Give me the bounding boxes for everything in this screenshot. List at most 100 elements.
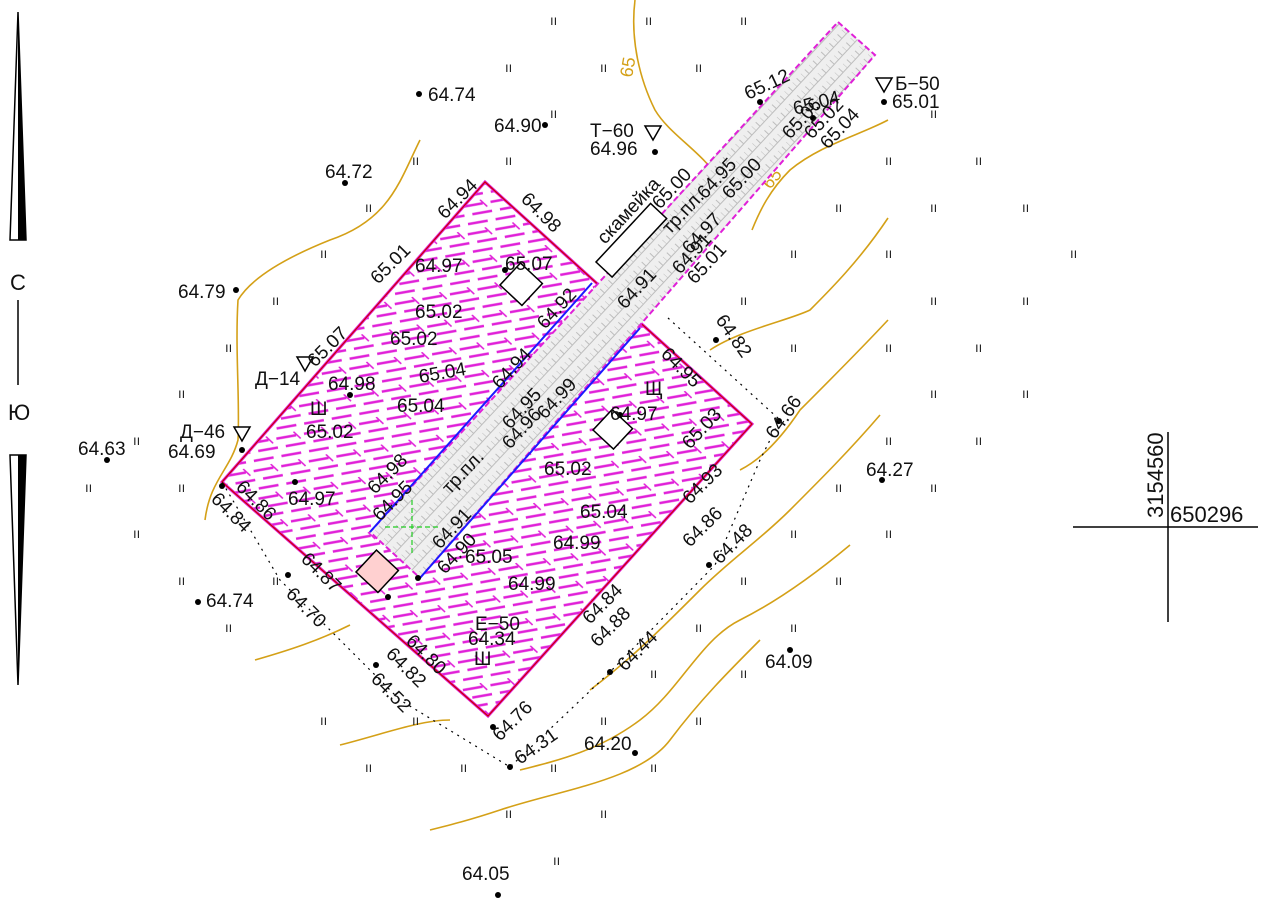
svg-text:ıı: ıı [178, 387, 185, 402]
svg-text:ıı: ıı [790, 247, 797, 262]
svg-text:ıı: ıı [505, 807, 512, 822]
contour-lines [204, 0, 889, 831]
svg-text:ıı: ıı [1022, 294, 1029, 309]
svg-text:ıı: ıı [650, 667, 657, 682]
svg-text:ıı: ıı [930, 481, 937, 496]
marker-label: Д−46 [180, 422, 225, 443]
svg-text:ıı: ıı [1070, 247, 1077, 262]
elev-label: 64.69 [168, 442, 216, 463]
marker-label: Е−50 [475, 614, 520, 635]
svg-text:ıı: ıı [930, 387, 937, 402]
svg-text:ıı: ıı [1022, 201, 1029, 216]
elev-label: 64.20 [584, 734, 632, 755]
svg-text:ıı: ıı [553, 854, 560, 869]
svg-text:ıı: ıı [740, 14, 747, 29]
svg-text:ıı: ıı [930, 107, 937, 122]
compass-south-label: Ю [8, 400, 30, 425]
elev-label: 64.97 [415, 256, 463, 277]
svg-text:ıı: ıı [133, 527, 140, 542]
marker-label: Т−60 [590, 121, 634, 142]
elev-label: 64.70 [281, 584, 329, 632]
svg-text:ıı: ıı [975, 341, 982, 356]
marker-label: Б−50 [895, 74, 940, 95]
elev-label: 65.02 [544, 459, 592, 480]
svg-text:ıı: ıı [272, 294, 279, 309]
svg-text:ıı: ıı [550, 14, 557, 29]
elev-label: 65.04 [580, 502, 628, 523]
svg-text:ıı: ıı [930, 294, 937, 309]
elev-label: 64.99 [508, 574, 556, 595]
svg-text:ıı: ıı [695, 61, 702, 76]
marker-label: Щ [645, 379, 663, 400]
svg-text:ıı: ıı [320, 714, 327, 729]
svg-text:ıı: ıı [505, 61, 512, 76]
elev-label: 65.02 [390, 329, 438, 350]
svg-text:ıı: ıı [885, 154, 892, 169]
grass-symbols: ıı ıı ıı ıı ıı ıı ıı ıı ıı ıı ıı ıı ıı ıı ıı ıı ıı ı… [85, 14, 1077, 869]
svg-text:ıı: ıı [600, 714, 607, 729]
elev-label: 65.02 [306, 422, 354, 443]
svg-text:ıı: ıı [740, 574, 747, 589]
elev-label: 65.02 [415, 302, 463, 323]
grid-y-label: 650296 [1170, 502, 1243, 527]
elev-label: 64.27 [866, 460, 914, 481]
elev-label: 64.97 [610, 404, 658, 425]
dotted-boundary [221, 317, 781, 768]
elev-label: 64.05 [462, 864, 510, 885]
svg-text:ıı: ıı [320, 247, 327, 262]
svg-text:ıı: ıı [600, 807, 607, 822]
elev-label: 64.96 [590, 139, 638, 160]
svg-text:ıı: ıı [835, 574, 842, 589]
elev-label: 64.97 [288, 489, 336, 510]
north-arrow [9, 11, 27, 686]
svg-text:ıı: ıı [790, 341, 797, 356]
svg-text:ıı: ıı [460, 761, 467, 776]
svg-text:ıı: ıı [225, 621, 232, 636]
elev-label: 64.09 [765, 652, 813, 673]
elev-label: 64.74 [206, 591, 254, 612]
svg-text:ıı: ıı [505, 154, 512, 169]
svg-text:ıı: ıı [178, 574, 185, 589]
svg-text:ıı: ıı [650, 761, 657, 776]
elev-label: 64.79 [178, 282, 226, 303]
svg-text:ıı: ıı [740, 667, 747, 682]
svg-text:ıı: ıı [740, 294, 747, 309]
svg-text:ıı: ıı [272, 574, 279, 589]
svg-text:ıı: ıı [1022, 387, 1029, 402]
svg-text:ıı: ıı [645, 14, 652, 29]
svg-text:ıı: ıı [133, 434, 140, 449]
green-axis-marker [385, 500, 438, 555]
object-square-2 [591, 408, 634, 451]
svg-text:ıı: ıı [695, 714, 702, 729]
marker-triangles [232, 77, 894, 443]
svg-text:ıı: ıı [885, 247, 892, 262]
compass-north-label: С [10, 270, 26, 295]
elev-label: 64.90 [494, 116, 542, 137]
svg-text:ıı: ıı [412, 154, 419, 169]
svg-text:ıı: ıı [885, 527, 892, 542]
bench-outline [594, 202, 668, 279]
svg-text:ıı: ıı [365, 201, 372, 216]
elev-label: 64.98 [328, 374, 376, 395]
svg-text:ıı: ıı [85, 481, 92, 496]
grid-crosshair [1073, 432, 1258, 622]
elev-label: 64.34 [468, 629, 516, 650]
object-square-1 [498, 261, 544, 307]
svg-text:ıı: ıı [695, 621, 702, 636]
elev-label: 64.82 [711, 311, 755, 362]
svg-text:ıı: ıı [930, 201, 937, 216]
contour-label-1: 65 [616, 55, 639, 78]
svg-text:ıı: ıı [790, 527, 797, 542]
grid-x-label: 3154560 [1143, 432, 1168, 518]
svg-text:ıı: ıı [225, 341, 232, 356]
svg-text:ıı: ıı [600, 61, 607, 76]
elevation-points [104, 91, 887, 898]
elev-label: 65.04 [397, 396, 445, 417]
elev-label: 64.99 [553, 533, 601, 554]
elev-label: 65.07 [505, 254, 553, 275]
object-square-3 [354, 548, 400, 594]
svg-text:ıı: ıı [835, 481, 842, 496]
svg-text:ıı: ıı [885, 434, 892, 449]
marker-label: Д−14 [255, 369, 301, 390]
